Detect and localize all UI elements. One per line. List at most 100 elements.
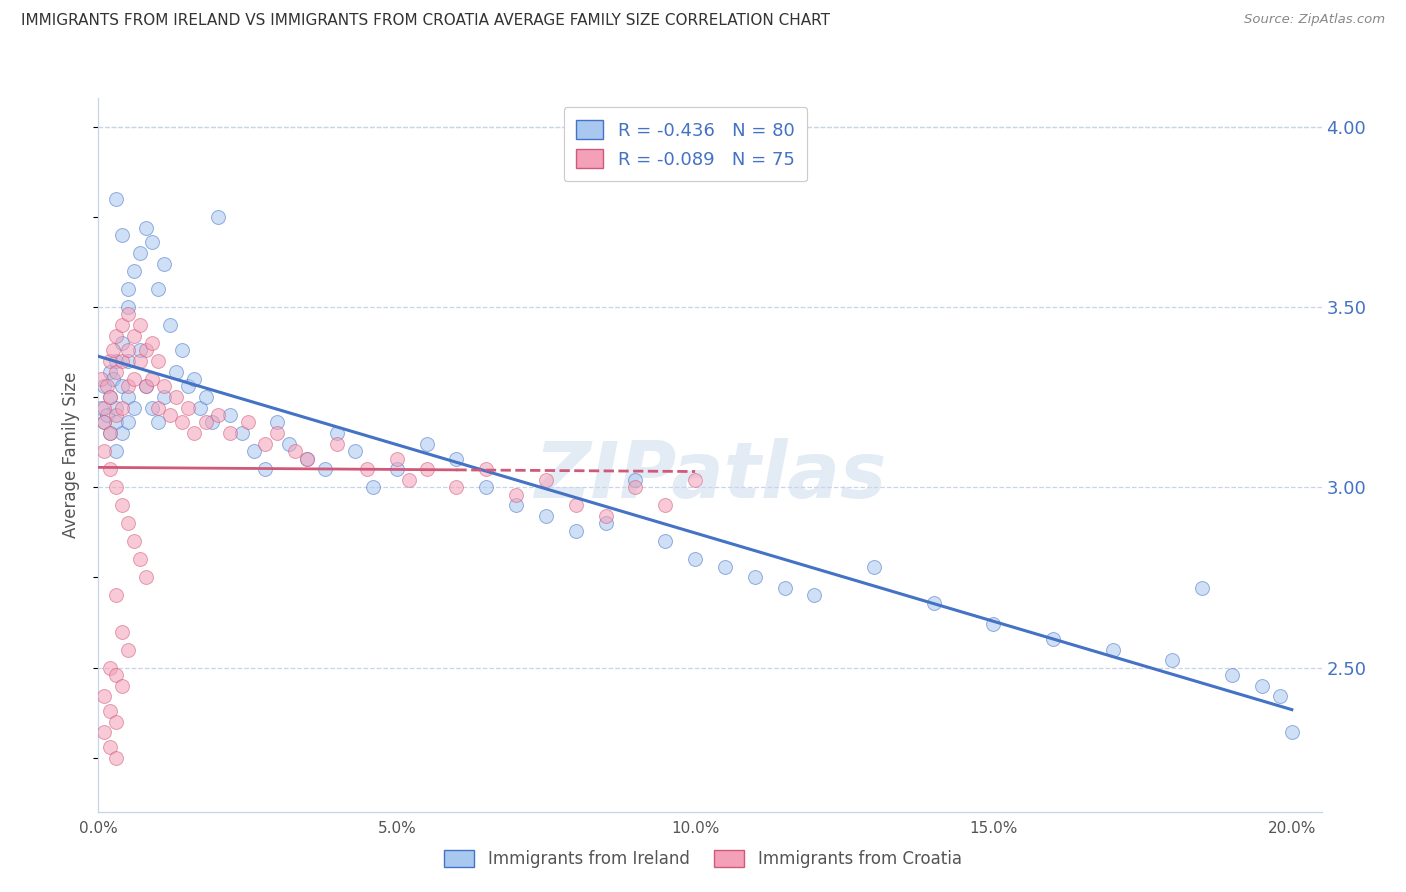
Point xyxy=(105,444,128,458)
Point xyxy=(103,343,125,358)
Point xyxy=(1268,690,1291,704)
Point xyxy=(111,228,134,243)
Point xyxy=(595,516,617,531)
Point xyxy=(105,480,128,494)
Point xyxy=(103,372,125,386)
Point xyxy=(105,589,128,603)
Point xyxy=(326,426,349,441)
Point xyxy=(117,300,139,314)
Point xyxy=(297,451,319,466)
Point xyxy=(146,416,169,430)
Point xyxy=(93,444,115,458)
Point xyxy=(983,617,1005,632)
Point xyxy=(565,524,588,538)
Point xyxy=(446,480,468,494)
Point xyxy=(201,416,224,430)
Point xyxy=(475,462,498,476)
Point xyxy=(1281,725,1303,739)
Point xyxy=(1042,632,1064,646)
Point xyxy=(93,416,115,430)
Point xyxy=(266,426,288,441)
Point xyxy=(475,480,498,494)
Point xyxy=(129,552,152,566)
Point xyxy=(266,416,288,430)
Point xyxy=(1220,667,1243,681)
Point xyxy=(165,365,187,379)
Point xyxy=(534,473,557,487)
Point xyxy=(93,725,115,739)
Point xyxy=(122,264,145,278)
Point xyxy=(398,473,420,487)
Point xyxy=(96,409,118,423)
Point xyxy=(159,409,181,423)
Point xyxy=(141,372,163,386)
Point xyxy=(165,390,187,404)
Point xyxy=(90,401,112,415)
Point xyxy=(141,235,163,250)
Point xyxy=(624,473,647,487)
Point xyxy=(1251,679,1274,693)
Point xyxy=(385,462,408,476)
Legend: Immigrants from Ireland, Immigrants from Croatia: Immigrants from Ireland, Immigrants from… xyxy=(437,843,969,875)
Point xyxy=(188,401,211,415)
Point xyxy=(105,401,128,415)
Point xyxy=(98,390,121,404)
Point xyxy=(98,660,121,674)
Point xyxy=(93,401,115,415)
Point xyxy=(242,444,264,458)
Point xyxy=(415,437,437,451)
Point xyxy=(683,552,706,566)
Point xyxy=(141,401,163,415)
Point xyxy=(654,534,676,549)
Point xyxy=(111,354,134,368)
Point xyxy=(654,499,676,513)
Point xyxy=(98,739,121,754)
Point xyxy=(141,336,163,351)
Point xyxy=(415,462,437,476)
Point xyxy=(111,426,134,441)
Point xyxy=(129,354,152,368)
Point xyxy=(194,390,217,404)
Point xyxy=(505,487,527,501)
Point xyxy=(98,354,121,368)
Point xyxy=(135,343,157,358)
Point xyxy=(146,354,169,368)
Point xyxy=(146,282,169,296)
Point xyxy=(122,534,145,549)
Point xyxy=(96,379,118,393)
Point xyxy=(218,426,240,441)
Point xyxy=(595,509,617,524)
Point xyxy=(446,451,468,466)
Point xyxy=(129,246,152,260)
Point xyxy=(183,372,205,386)
Point xyxy=(207,409,229,423)
Point xyxy=(385,451,408,466)
Point xyxy=(170,416,193,430)
Point xyxy=(105,416,128,430)
Point xyxy=(117,343,139,358)
Point xyxy=(129,318,152,333)
Point xyxy=(1161,653,1184,667)
Legend: R = -0.436   N = 80, R = -0.089   N = 75: R = -0.436 N = 80, R = -0.089 N = 75 xyxy=(564,107,807,181)
Point xyxy=(111,379,134,393)
Point xyxy=(356,462,378,476)
Point xyxy=(135,220,157,235)
Point xyxy=(505,499,527,513)
Point xyxy=(803,589,825,603)
Point xyxy=(135,379,157,393)
Point xyxy=(1191,581,1213,595)
Point xyxy=(117,307,139,321)
Point xyxy=(177,379,200,393)
Point xyxy=(111,401,134,415)
Point xyxy=(624,480,647,494)
Point xyxy=(105,354,128,368)
Point xyxy=(117,390,139,404)
Point xyxy=(744,570,766,584)
Point xyxy=(284,444,307,458)
Point xyxy=(111,499,134,513)
Point xyxy=(565,499,588,513)
Point xyxy=(146,401,169,415)
Point xyxy=(170,343,193,358)
Point xyxy=(98,704,121,718)
Point xyxy=(135,379,157,393)
